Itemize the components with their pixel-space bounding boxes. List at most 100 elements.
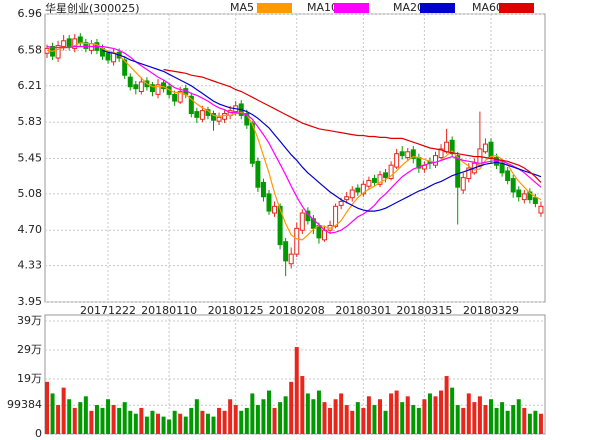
candle-body [283,241,289,262]
candle-body [344,196,350,201]
candle-body [133,84,139,90]
volume-bar [233,405,238,434]
legend-label: MA20 [393,1,424,14]
x-tick-label: 20180125 [208,304,264,317]
volume-bar [350,410,355,434]
volume-bar [167,419,172,434]
volume-bar [411,405,416,434]
volume-bar [144,416,149,434]
volume-bar [328,407,333,434]
candle-body [371,178,377,183]
volume-bar [366,396,371,434]
volume-bar [83,396,88,434]
volume-bar [244,407,249,434]
y-tick-label: 6.58 [18,43,43,56]
volume-bar [128,410,133,434]
volume-bar [355,402,360,434]
volume-bar [50,393,55,434]
volume-bar [427,393,432,434]
volume-bar [133,413,138,434]
candle-body [277,205,283,246]
candle-body [505,170,511,181]
candle-body [388,164,394,180]
volume-tick-label: 0 [35,427,42,440]
volume-bar [444,376,449,434]
candle-body [260,181,266,198]
volume-tick-label: 19万 [17,372,42,385]
legend-swatch [499,3,534,13]
candle-body [194,111,200,118]
volume-bar [78,402,83,434]
chart-title: 华星创业(300025) [45,1,140,15]
y-tick-label: 3.95 [18,295,43,308]
legend-label: MA5 [230,1,254,14]
volume-bar [522,407,527,434]
candle-body [394,153,400,168]
candle-body [366,179,372,187]
volume-bar [150,410,155,434]
ma-line [163,68,542,183]
candle-body [532,197,538,204]
candle-body [105,52,111,61]
candle-body [122,59,128,76]
legend-label: MA60 [472,1,503,14]
candle-body [466,167,472,180]
volume-bar [122,402,127,434]
candle-body [177,91,183,103]
volume-bar [511,405,516,434]
legend-label: MA10 [307,1,338,14]
volume-bar [372,405,377,434]
y-tick-label: 4.33 [18,259,43,272]
candle-body [410,149,416,159]
x-tick-label: 20180329 [463,304,519,317]
y-tick-label: 5.83 [18,115,43,128]
candle-body [322,229,327,241]
volume-bar [472,402,477,434]
y-tick-label: 6.96 [18,7,43,20]
candle-body [216,116,222,122]
volume-bar [378,399,382,434]
candle-body [244,113,250,126]
volume-bar [455,405,460,434]
candle-body [61,40,67,48]
volume-bar [461,407,466,434]
candle-body [521,193,527,201]
candle-body [188,95,194,115]
candle-body [333,205,339,227]
candle-body [288,253,294,265]
candle-body [510,178,516,193]
volume-bar [211,416,216,434]
volume-bar [217,407,222,434]
volume-bar [439,390,444,434]
volume-bar [489,399,493,434]
volume-bar [222,410,227,434]
candle-body [222,113,228,120]
volume-bar [45,381,49,434]
volume-bar [538,413,543,434]
candle-body [161,82,167,90]
legend-swatch [334,3,369,13]
candle-body [299,212,305,231]
y-tick-label: 5.45 [18,151,43,164]
volume-bar [183,416,188,434]
volume-bar [294,347,299,434]
volume-bar [389,393,394,434]
volume-bar [500,402,505,434]
volume-tick-label: 39万 [17,314,42,327]
volume-bar [494,407,499,434]
candle-body [316,224,322,239]
candle-body [127,76,133,88]
candle-body [449,139,455,155]
ma-line [102,49,542,212]
volume-bar [505,410,510,434]
candle-body [66,38,72,48]
candle-body [83,42,89,49]
volume-bar [394,390,399,434]
candle-body [349,189,355,199]
volume-bar [466,393,471,434]
volume-bar [94,405,99,434]
volume-bar [278,402,283,434]
y-tick-label: 6.21 [18,79,43,92]
volume-bar [450,387,455,434]
